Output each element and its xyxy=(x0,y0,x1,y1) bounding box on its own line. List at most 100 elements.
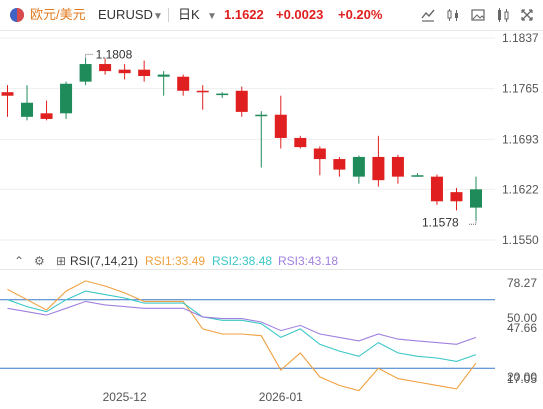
low-marker xyxy=(468,220,477,225)
candle-body xyxy=(157,74,170,77)
rsi-tick-label: 47.66 xyxy=(507,321,537,335)
candle[interactable] xyxy=(313,146,326,176)
time-tick-label: 2026-01 xyxy=(259,390,303,404)
rsi-grid xyxy=(0,269,543,369)
candle-body xyxy=(294,137,307,148)
candle-body xyxy=(60,83,73,114)
candle[interactable] xyxy=(40,100,53,121)
pair-name[interactable]: 欧元/美元 xyxy=(30,7,86,22)
price-grid xyxy=(0,37,495,241)
candle[interactable] xyxy=(177,74,190,96)
price-axis: 1.1837 1.1765 1.1693 1.1622 1.1550 xyxy=(502,31,539,247)
candlestick-chart[interactable]: 1.1837 1.1765 1.1693 1.1622 1.1550 1.1808 1.… xyxy=(0,0,543,250)
candle-body xyxy=(352,156,365,177)
image-icon[interactable] xyxy=(468,6,488,26)
candle-body xyxy=(333,159,346,170)
candle[interactable] xyxy=(470,176,482,221)
time-axis: 2025-12 2026-01 xyxy=(103,390,304,404)
candle[interactable] xyxy=(60,81,73,119)
symbol-code[interactable]: EURUSD xyxy=(98,7,153,22)
collapse-icon[interactable]: ⌃ xyxy=(14,254,25,268)
candle[interactable] xyxy=(333,156,346,177)
candle-body xyxy=(216,93,229,96)
symbol-dropdown-icon[interactable]: ▼ xyxy=(153,11,163,22)
low-price-label: 1.1578 xyxy=(422,215,459,229)
price-tick-label: 1.1837 xyxy=(502,31,539,45)
candle[interactable] xyxy=(1,85,14,117)
candle-body xyxy=(79,64,92,82)
rsi-series-rsi3 xyxy=(7,300,477,345)
candle-body xyxy=(372,156,385,181)
candle[interactable] xyxy=(79,58,92,86)
rsi-tick-label: 50.00 xyxy=(507,311,537,325)
candle-body xyxy=(235,90,248,112)
eurusd-flag-icon xyxy=(10,8,24,22)
candle[interactable] xyxy=(411,173,424,177)
candle-body xyxy=(255,114,268,117)
indicator-name[interactable]: RSI(7,14,21) xyxy=(70,254,139,268)
rsi-tick-label: 17.05 xyxy=(507,372,537,386)
toolbar-divider xyxy=(168,8,169,22)
candle[interactable] xyxy=(274,95,287,149)
settings-icon[interactable]: ⚙ xyxy=(34,254,45,268)
candle[interactable] xyxy=(216,92,229,98)
rsi-tick-label: 78.27 xyxy=(507,276,537,290)
price-tick-label: 1.1622 xyxy=(502,182,539,196)
rsi-series-rsi2 xyxy=(7,290,477,362)
candle[interactable] xyxy=(21,85,34,121)
candle-body xyxy=(40,113,53,119)
last-price: 1.1622 xyxy=(224,7,264,22)
candle[interactable] xyxy=(352,155,365,184)
candle[interactable] xyxy=(118,64,131,80)
candle-body xyxy=(450,192,463,202)
candle[interactable] xyxy=(391,154,404,184)
candle-body xyxy=(430,176,443,202)
candle[interactable] xyxy=(430,174,443,205)
high-marker xyxy=(85,53,94,59)
candle[interactable] xyxy=(138,60,151,82)
candle-body xyxy=(411,175,424,177)
indicator-header: ⌃ ⚙ ⊞ RSI(7,14,21) RSI1:33.49 RSI2:38.48… xyxy=(0,251,543,271)
candle[interactable] xyxy=(372,135,385,187)
rsi-tick-label: 20.00 xyxy=(507,370,537,384)
chart-toolbar: 欧元/美元 EURUSD ▼ 日K ▼ 1.1622 +0.0023 +0.20… xyxy=(0,0,543,30)
indicator-icon[interactable] xyxy=(493,6,513,26)
period-selector[interactable]: 日K xyxy=(178,7,200,22)
price-tick-label: 1.1550 xyxy=(502,233,539,247)
candle[interactable] xyxy=(99,58,112,75)
line-chart-icon[interactable] xyxy=(418,6,438,26)
candle-body xyxy=(391,156,404,177)
candle-body xyxy=(118,69,131,74)
candle-body xyxy=(177,76,190,91)
add-indicator-icon[interactable]: ⊞ xyxy=(56,254,67,268)
candle[interactable] xyxy=(294,135,307,149)
rsi3-value: RSI3:43.18 xyxy=(278,254,339,268)
candle-body xyxy=(274,114,287,138)
candle-body xyxy=(470,189,482,208)
period-dropdown-icon[interactable]: ▼ xyxy=(207,11,217,22)
candle[interactable] xyxy=(255,111,268,168)
price-change: +0.0023 xyxy=(276,7,324,22)
candle-body xyxy=(138,69,151,77)
candle-body xyxy=(99,64,112,72)
rsi-series-rsi1 xyxy=(7,280,477,392)
candle-body xyxy=(196,90,209,93)
rsi-lines xyxy=(7,280,477,392)
candles xyxy=(1,58,482,221)
candle[interactable] xyxy=(235,86,248,117)
candle-body xyxy=(21,102,34,117)
candle[interactable] xyxy=(450,187,463,211)
time-tick-label: 2025-12 xyxy=(103,390,147,404)
rsi2-value: RSI2:38.48 xyxy=(212,254,273,268)
candle-chart-icon[interactable] xyxy=(443,6,463,26)
price-tick-label: 1.1765 xyxy=(502,82,539,96)
high-low-annotations: 1.1808 1.1578 xyxy=(85,47,477,229)
price-tick-label: 1.1693 xyxy=(502,132,539,146)
candle-body xyxy=(1,92,14,96)
candle-body xyxy=(313,148,326,160)
candle[interactable] xyxy=(196,85,209,110)
candle[interactable] xyxy=(157,71,170,96)
fullscreen-icon[interactable] xyxy=(517,6,537,26)
